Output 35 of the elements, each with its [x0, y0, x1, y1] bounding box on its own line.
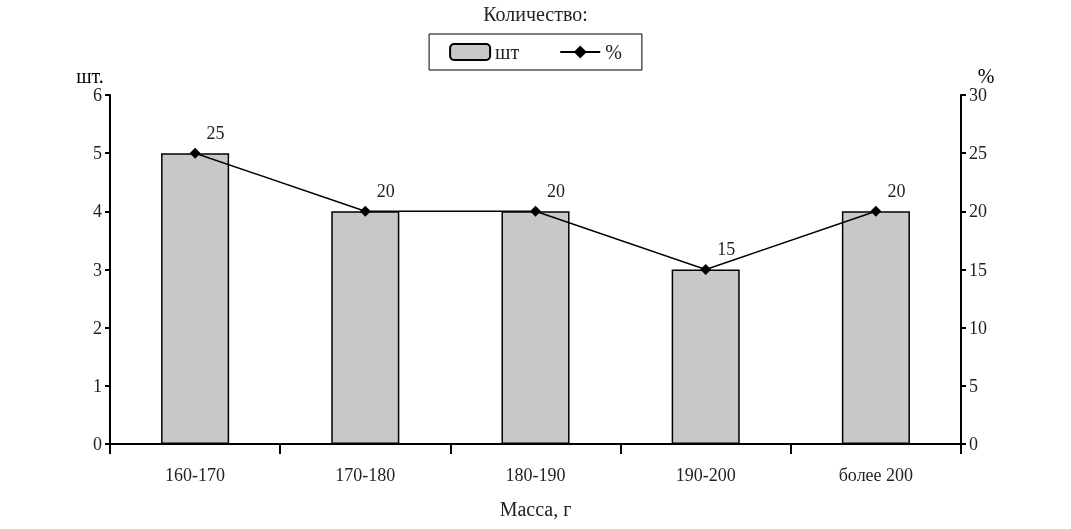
y-tick-label: 1: [93, 375, 102, 396]
y2-tick-label: 25: [969, 143, 987, 164]
y2-tick-label: 15: [969, 259, 987, 280]
y2-tick-label: 10: [969, 317, 987, 338]
point: [189, 147, 201, 159]
y2-tick-label: 20: [969, 201, 987, 222]
point: [530, 205, 541, 217]
legend-title: Количество:: [483, 3, 588, 25]
x-tick-label: 180-190: [505, 465, 566, 485]
point: [359, 205, 371, 217]
x-tick-label: 170-180: [335, 465, 396, 485]
x-tick-label: 160-170: [165, 465, 226, 485]
y2-tick-label: 30: [969, 85, 987, 105]
y-tick-label: 2: [93, 317, 102, 338]
x-tick-label: более 200: [838, 465, 914, 485]
data-label: 20: [376, 180, 395, 201]
point: [870, 205, 882, 217]
y-tick-label: 6: [93, 85, 102, 105]
x-tick-label: 190-200: [675, 465, 736, 485]
point: [700, 264, 712, 275]
data-label: 15: [717, 239, 736, 259]
legend-label: %: [605, 41, 622, 63]
y2-axis-title: %: [977, 65, 995, 88]
y2-tick-label: 5: [969, 375, 978, 396]
y-tick-label: 0: [93, 434, 102, 454]
y-tick-label: 5: [93, 143, 102, 164]
y2-tick-label: 0: [969, 434, 978, 454]
data-label: 25: [206, 122, 225, 143]
x-axis-title: Масса, г: [499, 498, 572, 520]
legend-label: шт: [495, 41, 520, 63]
data-label: 20: [547, 180, 565, 201]
y-tick-label: 4: [93, 201, 102, 222]
y-axis-title: шт.: [76, 65, 104, 88]
y-tick-label: 3: [93, 259, 102, 280]
data-label: 20: [887, 180, 906, 201]
